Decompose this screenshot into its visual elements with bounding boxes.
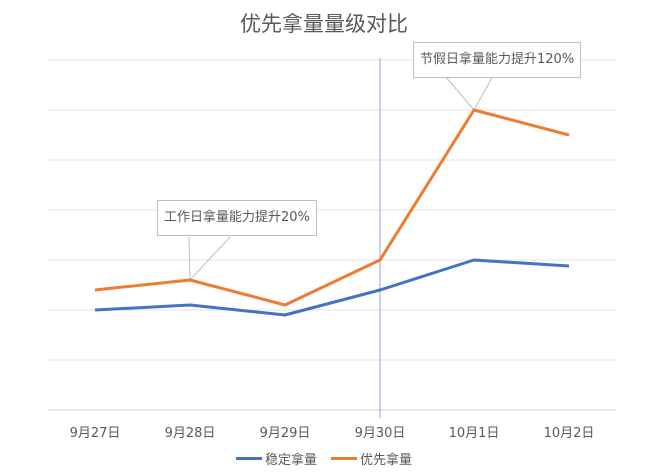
x-tick-label: 9月27日 — [69, 426, 121, 441]
legend-swatch-icon — [235, 457, 262, 460]
legend-label: 优先拿量 — [360, 453, 413, 468]
chart-title: 优先拿量量级对比 — [240, 12, 408, 36]
legend-item-stable[interactable]: 稳定拿量 — [235, 449, 317, 468]
legend-swatch-icon — [331, 457, 357, 460]
x-tick-label: 10月1日 — [448, 426, 500, 441]
x-tick-label: 9月30日 — [354, 426, 406, 441]
gridlines — [48, 59, 616, 411]
callout-workday: 工作日拿量能力提升20% — [157, 200, 317, 236]
callout-holiday: 节假日拿量能力提升120% — [413, 42, 582, 78]
callout-leaders — [188, 75, 494, 281]
legend-label: 稳定拿量 — [264, 453, 317, 468]
series-line-stable — [94, 258, 570, 317]
x-tick-label: 9月28日 — [164, 426, 216, 441]
x-tick-label: 10月2日 — [543, 426, 595, 441]
legend-item-priority[interactable]: 优先拿量 — [331, 449, 412, 468]
legend: 稳定拿量 优先拿量 — [0, 449, 648, 468]
x-tick-label: 9月29日 — [259, 426, 311, 441]
series-line-priority — [94, 108, 570, 307]
